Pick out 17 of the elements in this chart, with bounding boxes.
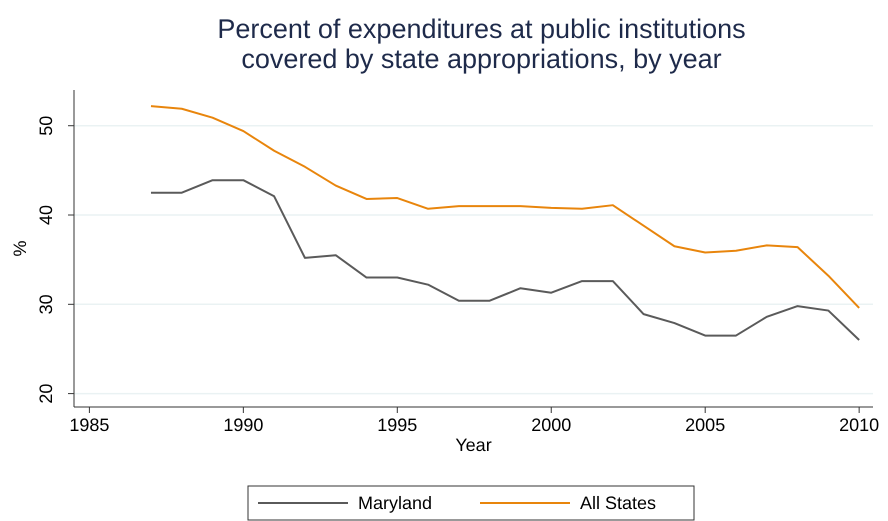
line-series xyxy=(150,179,860,342)
x-tick-label: 2010 xyxy=(839,415,880,435)
y-tick-label: 30 xyxy=(36,294,56,314)
x-tick-label: 1990 xyxy=(223,415,264,435)
chart-title: Percent of expenditures at public institutions covered by state appropriations, by year xyxy=(217,14,746,74)
y-axis-title: % xyxy=(10,240,30,257)
line-series xyxy=(150,105,860,309)
x-tick-label: 2000 xyxy=(531,415,572,435)
x-tick-label: 2005 xyxy=(685,415,726,435)
legend-label: Maryland xyxy=(358,493,432,513)
x-tick-label: 1985 xyxy=(69,415,110,435)
y-tick-label: 20 xyxy=(36,384,56,404)
y-tick-label: 40 xyxy=(36,205,56,226)
legend-label: All States xyxy=(580,493,656,513)
y-tick-label: 50 xyxy=(36,116,56,136)
x-axis-title: Year xyxy=(455,435,492,455)
x-tick-label: 1995 xyxy=(377,415,418,435)
